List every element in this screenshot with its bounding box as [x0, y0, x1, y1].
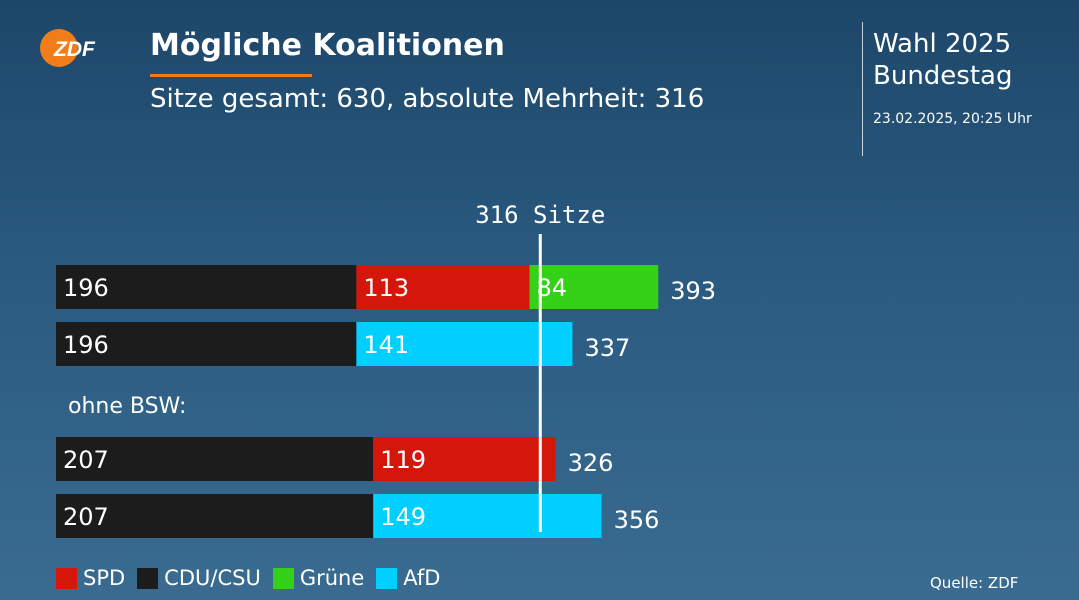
legend-swatch	[137, 567, 159, 589]
segment-value-label: 119	[380, 446, 426, 474]
bar-segment-cdu	[56, 494, 374, 538]
title-underline	[150, 74, 312, 77]
logo-text: ZDF	[53, 38, 96, 61]
bar-segment-cdu	[56, 437, 374, 481]
subtitle: Sitze gesamt: 630, absolute Mehrheit: 31…	[150, 84, 705, 114]
segment-value-label: 149	[380, 503, 426, 531]
segment-value-label: 196	[63, 274, 109, 302]
legend-item-afd: AfD	[376, 566, 440, 590]
header-divider	[862, 22, 863, 156]
segment-value-label: 113	[363, 274, 409, 302]
legend-swatch	[272, 567, 294, 589]
legend-item-gruene: Grüne	[272, 566, 365, 590]
row-total-label: 356	[614, 506, 660, 534]
legend-swatch	[376, 567, 398, 589]
legend-item-cdu: CDU/CSU	[137, 566, 261, 590]
election-info: Wahl 2025 Bundestag	[873, 28, 1012, 92]
bar-segment-afd	[356, 322, 573, 366]
bar-segment-spd	[356, 265, 530, 309]
segment-value-label: 207	[63, 503, 109, 531]
source-note: Quelle: ZDF	[930, 574, 1019, 592]
legend: SPD CDU/CSU Grüne AfD	[56, 566, 452, 590]
bar-segment-spd	[373, 437, 556, 481]
page-title: Mögliche Koalitionen	[150, 28, 505, 63]
zdf-logo: ZDF	[40, 29, 96, 67]
legend-swatch	[56, 567, 77, 589]
legend-label: CDU/CSU	[164, 566, 261, 590]
bar-segment-cdu	[56, 265, 357, 309]
row-total-label: 326	[568, 449, 614, 477]
bar-segment-afd	[373, 494, 602, 538]
bar-segment-gruene	[529, 265, 659, 309]
election-body: Bundestag	[873, 61, 1013, 91]
timestamp: 23.02.2025, 20:25 Uhr	[873, 111, 1032, 127]
legend-label: AfD	[403, 566, 441, 590]
threshold-label: 316 Sitze	[475, 201, 605, 229]
legend-item-spd: SPD	[56, 566, 125, 590]
bar-segment-cdu	[56, 322, 357, 366]
legend-label: SPD	[83, 566, 126, 590]
group-label: ohne BSW:	[68, 394, 186, 419]
row-total-label: 337	[584, 334, 630, 362]
row-total-label: 393	[670, 277, 716, 305]
segment-value-label: 196	[63, 331, 109, 359]
legend-label: Grüne	[299, 566, 365, 590]
election-name: Wahl 2025	[873, 29, 1012, 59]
segment-value-label: 141	[363, 331, 409, 359]
segment-value-label: 207	[63, 446, 109, 474]
